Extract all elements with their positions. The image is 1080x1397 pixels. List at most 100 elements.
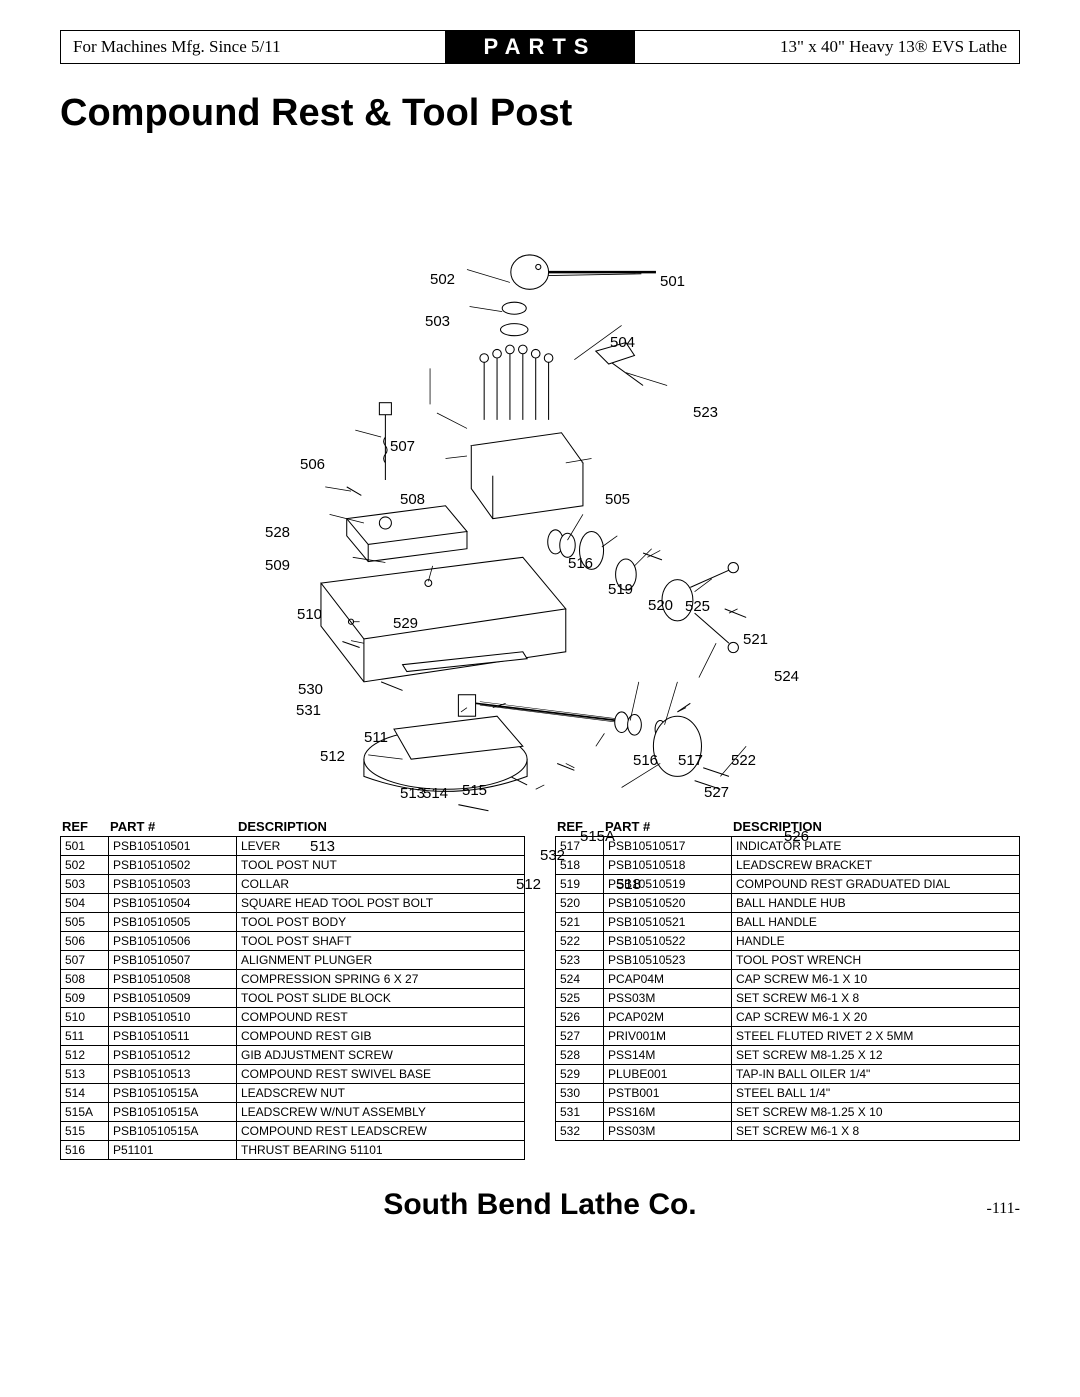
cell-ref: 505 — [61, 913, 109, 932]
cell-ref: 530 — [556, 1084, 604, 1103]
footer-page-number: -111- — [987, 1200, 1020, 1218]
diagram-callout: 522 — [731, 752, 756, 769]
cell-desc: GIB ADJUSTMENT SCREW — [237, 1046, 525, 1065]
cell-desc: HANDLE — [732, 932, 1020, 951]
diagram-callout: 528 — [265, 524, 290, 541]
cell-desc: ALIGNMENT PLUNGER — [237, 951, 525, 970]
diagram-callout: 504 — [610, 334, 635, 351]
table-row: 515PSB10510515ACOMPOUND REST LEADSCREW — [61, 1122, 525, 1141]
cell-ref: 510 — [61, 1008, 109, 1027]
table-row: 505PSB10510505TOOL POST BODY — [61, 913, 525, 932]
cell-part: PSB10510507 — [109, 951, 237, 970]
cell-part: PSS16M — [604, 1103, 732, 1122]
cell-desc: STEEL BALL 1/4" — [732, 1084, 1020, 1103]
table-row: 528PSS14MSET SCREW M8-1.25 X 12 — [556, 1046, 1020, 1065]
cell-ref: 502 — [61, 856, 109, 875]
page-footer: South Bend Lathe Co. -111- — [60, 1188, 1020, 1222]
cell-ref: 525 — [556, 989, 604, 1008]
diagram-callout: 527 — [704, 784, 729, 801]
cell-desc: SET SCREW M8-1.25 X 12 — [732, 1046, 1020, 1065]
cell-desc: LEADSCREW W/NUT ASSEMBLY — [237, 1103, 525, 1122]
diagram-callout: 507 — [390, 438, 415, 455]
parts-table-left: REF PART # DESCRIPTION 501PSB10510501LEV… — [60, 819, 525, 1160]
cell-part: PSB10510510 — [109, 1008, 237, 1027]
cell-part: PSTB001 — [604, 1084, 732, 1103]
diagram-callout: 526 — [784, 828, 809, 845]
cell-ref: 514 — [61, 1084, 109, 1103]
cell-desc: INDICATOR PLATE — [732, 837, 1020, 856]
cell-desc: CAP SCREW M6-1 X 10 — [732, 970, 1020, 989]
cell-desc: TOOL POST SHAFT — [237, 932, 525, 951]
diagram-callout: 510 — [297, 606, 322, 623]
page-title: Compound Rest & Tool Post — [60, 92, 1020, 135]
cell-ref: 507 — [61, 951, 109, 970]
diagram-callout: 503 — [425, 313, 450, 330]
diagram-callout: 524 — [774, 668, 799, 685]
table-row: 512PSB10510512GIB ADJUSTMENT SCREW — [61, 1046, 525, 1065]
diagram-callout: 512 — [516, 876, 541, 893]
table-row: 520PSB10510520BALL HANDLE HUB — [556, 894, 1020, 913]
cell-part: PSB10510522 — [604, 932, 732, 951]
cell-ref: 516 — [61, 1141, 109, 1160]
diagram-callout: 521 — [743, 631, 768, 648]
cell-part: PSB10510505 — [109, 913, 237, 932]
cell-desc: TAP-IN BALL OILER 1/4" — [732, 1065, 1020, 1084]
cell-part: PSB10510521 — [604, 913, 732, 932]
cell-part: PSB10510511 — [109, 1027, 237, 1046]
cell-desc: TOOL POST SLIDE BLOCK — [237, 989, 525, 1008]
cell-ref: 513 — [61, 1065, 109, 1084]
col-head-desc: DESCRIPTION — [733, 819, 1018, 834]
table-row: 511PSB10510511COMPOUND REST GIB — [61, 1027, 525, 1046]
cell-desc: SET SCREW M6-1 X 8 — [732, 1122, 1020, 1141]
diagram-callout: 518 — [616, 876, 641, 893]
diagram-callout: 511 — [364, 729, 388, 746]
diagram-callout: 509 — [265, 557, 290, 574]
cell-ref: 531 — [556, 1103, 604, 1122]
table-row: 514PSB10510515ALEADSCREW NUT — [61, 1084, 525, 1103]
diagram-callout: 515 — [462, 782, 487, 799]
cell-desc: COMPOUND REST SWIVEL BASE — [237, 1065, 525, 1084]
header-section-label: PARTS — [445, 31, 635, 63]
diagram-callout: 531 — [296, 702, 321, 719]
col-head-part: PART # — [110, 819, 238, 834]
table-row: 524PCAP04MCAP SCREW M6-1 X 10 — [556, 970, 1020, 989]
diagram-callout: 513 — [400, 785, 425, 802]
table-row: 502PSB10510502TOOL POST NUT — [61, 856, 525, 875]
cell-part: PLUBE001 — [604, 1065, 732, 1084]
cell-part: PSB10510508 — [109, 970, 237, 989]
cell-part: PSB10510502 — [109, 856, 237, 875]
diagram-callout: 519 — [608, 581, 633, 598]
cell-desc: SET SCREW M8-1.25 X 10 — [732, 1103, 1020, 1122]
cell-ref: 532 — [556, 1122, 604, 1141]
diagram-callout: 532 — [540, 847, 565, 864]
diagram-svg — [60, 145, 1020, 815]
cell-desc: THRUST BEARING 51101 — [237, 1141, 525, 1160]
cell-ref: 522 — [556, 932, 604, 951]
table-row: 513PSB10510513COMPOUND REST SWIVEL BASE — [61, 1065, 525, 1084]
diagram-callout: 513 — [310, 838, 335, 855]
table-row: 527PRIV001MSTEEL FLUTED RIVET 2 X 5MM — [556, 1027, 1020, 1046]
cell-part: PSB10510515A — [109, 1103, 237, 1122]
cell-part: PCAP02M — [604, 1008, 732, 1027]
cell-part: PSS03M — [604, 1122, 732, 1141]
table-row: 532PSS03MSET SCREW M6-1 X 8 — [556, 1122, 1020, 1141]
diagram-callout: 506 — [300, 456, 325, 473]
cell-ref: 521 — [556, 913, 604, 932]
cell-desc: STEEL FLUTED RIVET 2 X 5MM — [732, 1027, 1020, 1046]
cell-ref: 519 — [556, 875, 604, 894]
cell-desc: BALL HANDLE — [732, 913, 1020, 932]
cell-desc: COMPOUND REST GRADUATED DIAL — [732, 875, 1020, 894]
cell-ref: 512 — [61, 1046, 109, 1065]
table-row: 508PSB10510508COMPRESSION SPRING 6 X 27 — [61, 970, 525, 989]
table-row: 526PCAP02MCAP SCREW M6-1 X 20 — [556, 1008, 1020, 1027]
cell-desc: BALL HANDLE HUB — [732, 894, 1020, 913]
footer-brand: South Bend Lathe Co. — [383, 1188, 696, 1222]
cell-desc: TOOL POST NUT — [237, 856, 525, 875]
table-row: 507PSB10510507ALIGNMENT PLUNGER — [61, 951, 525, 970]
cell-ref: 526 — [556, 1008, 604, 1027]
cell-part: PSB10510513 — [109, 1065, 237, 1084]
cell-desc: TOOL POST WRENCH — [732, 951, 1020, 970]
cell-part: PSS14M — [604, 1046, 732, 1065]
cell-part: PSB10510515A — [109, 1084, 237, 1103]
cell-desc: TOOL POST BODY — [237, 913, 525, 932]
